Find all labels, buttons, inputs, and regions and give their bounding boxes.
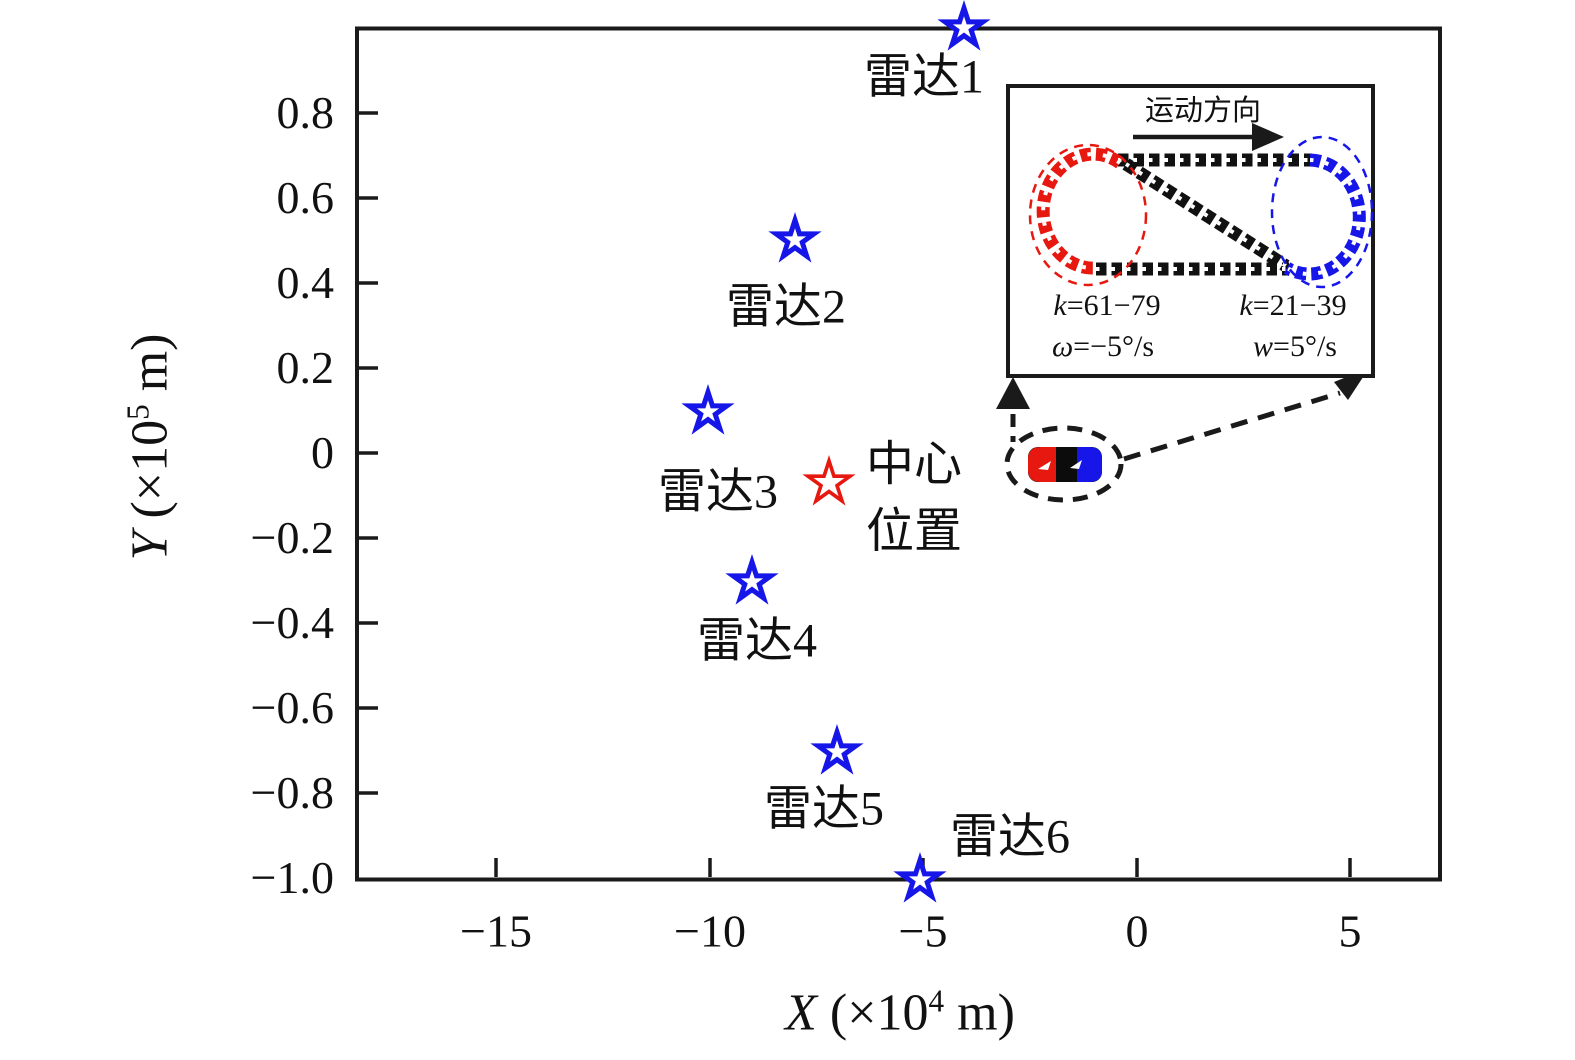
target-nose-red bbox=[1028, 447, 1056, 482]
target-white-mark-1 bbox=[1038, 461, 1051, 470]
radar-label-6: 雷达6 bbox=[949, 810, 1071, 864]
callout-connectors bbox=[996, 368, 1369, 462]
y-tick-label: 0.6 bbox=[276, 172, 335, 223]
plot-border bbox=[355, 26, 1442, 882]
blue-loop-dashed-ellipse bbox=[1270, 135, 1374, 289]
x-tick-label: −10 bbox=[674, 905, 746, 957]
trajectory-white-dots bbox=[1041, 152, 1362, 276]
inset-left-k-annotation: k=61−79 bbox=[1053, 289, 1161, 322]
y-tick-label: −1.0 bbox=[250, 852, 334, 903]
x-axis-var: X bbox=[785, 984, 817, 1042]
center-star bbox=[802, 455, 856, 506]
y-axis-ticks bbox=[359, 111, 378, 795]
target-tail-blue bbox=[1077, 447, 1102, 482]
target-marker bbox=[1004, 425, 1124, 503]
red-loop-dashed-ellipse bbox=[1028, 143, 1148, 287]
inset-border bbox=[1006, 84, 1375, 378]
radar-label-3: 雷达3 bbox=[657, 465, 779, 519]
center-position-line2: 位置 bbox=[866, 505, 963, 558]
y-tick-label: 0.4 bbox=[276, 257, 335, 308]
callout-right-dashed-line bbox=[1123, 390, 1341, 462]
y-tick-label: −0.6 bbox=[250, 682, 334, 733]
target-white-mark-2 bbox=[1070, 460, 1082, 469]
y-tick-label: 0 bbox=[311, 427, 334, 478]
radar-star-4 bbox=[725, 554, 779, 605]
x-tick-label: −5 bbox=[898, 905, 948, 957]
radar-star-5 bbox=[810, 724, 864, 775]
radar-star-2 bbox=[768, 212, 822, 263]
radar-star-3 bbox=[681, 384, 735, 435]
inset-right-omega-annotation: w=5°/s bbox=[1253, 330, 1337, 363]
center-position-line1: 中心 bbox=[866, 438, 963, 491]
x-tick-label: 0 bbox=[1125, 905, 1149, 957]
x-axis-title: X (×104 m) bbox=[785, 983, 1015, 1042]
radar-label-4: 雷达4 bbox=[696, 614, 818, 668]
target-dashed-ellipse bbox=[1004, 425, 1124, 503]
trajectory-blue-loop bbox=[1283, 153, 1366, 281]
direction-arrow-head bbox=[1252, 123, 1284, 151]
y-tick-label: −0.8 bbox=[250, 767, 334, 818]
inset-box bbox=[1006, 84, 1375, 378]
x-tick-label: −15 bbox=[460, 905, 532, 957]
callout-left-arrowhead bbox=[996, 377, 1030, 409]
y-tick-label: −0.2 bbox=[250, 512, 334, 563]
inset-direction-label: 运动方向 bbox=[1144, 95, 1262, 127]
x-tick-label: 5 bbox=[1338, 905, 1362, 957]
radar-label-1: 雷达1 bbox=[863, 50, 985, 104]
radar-label-2: 雷达2 bbox=[725, 280, 847, 334]
inset-left-omega-annotation: ω=−5°/s bbox=[1051, 330, 1155, 363]
radar-star-1 bbox=[937, 0, 991, 51]
radar-star-6 bbox=[893, 852, 947, 903]
inset-right-k-annotation: k=21−39 bbox=[1239, 289, 1347, 322]
y-tick-label: 0.2 bbox=[276, 342, 335, 393]
center-position-label: 中心 位置 bbox=[866, 431, 962, 565]
radar-label-5: 雷达5 bbox=[763, 782, 885, 836]
y-tick-label: 0.8 bbox=[276, 87, 335, 138]
y-tick-label: −0.4 bbox=[250, 597, 334, 648]
